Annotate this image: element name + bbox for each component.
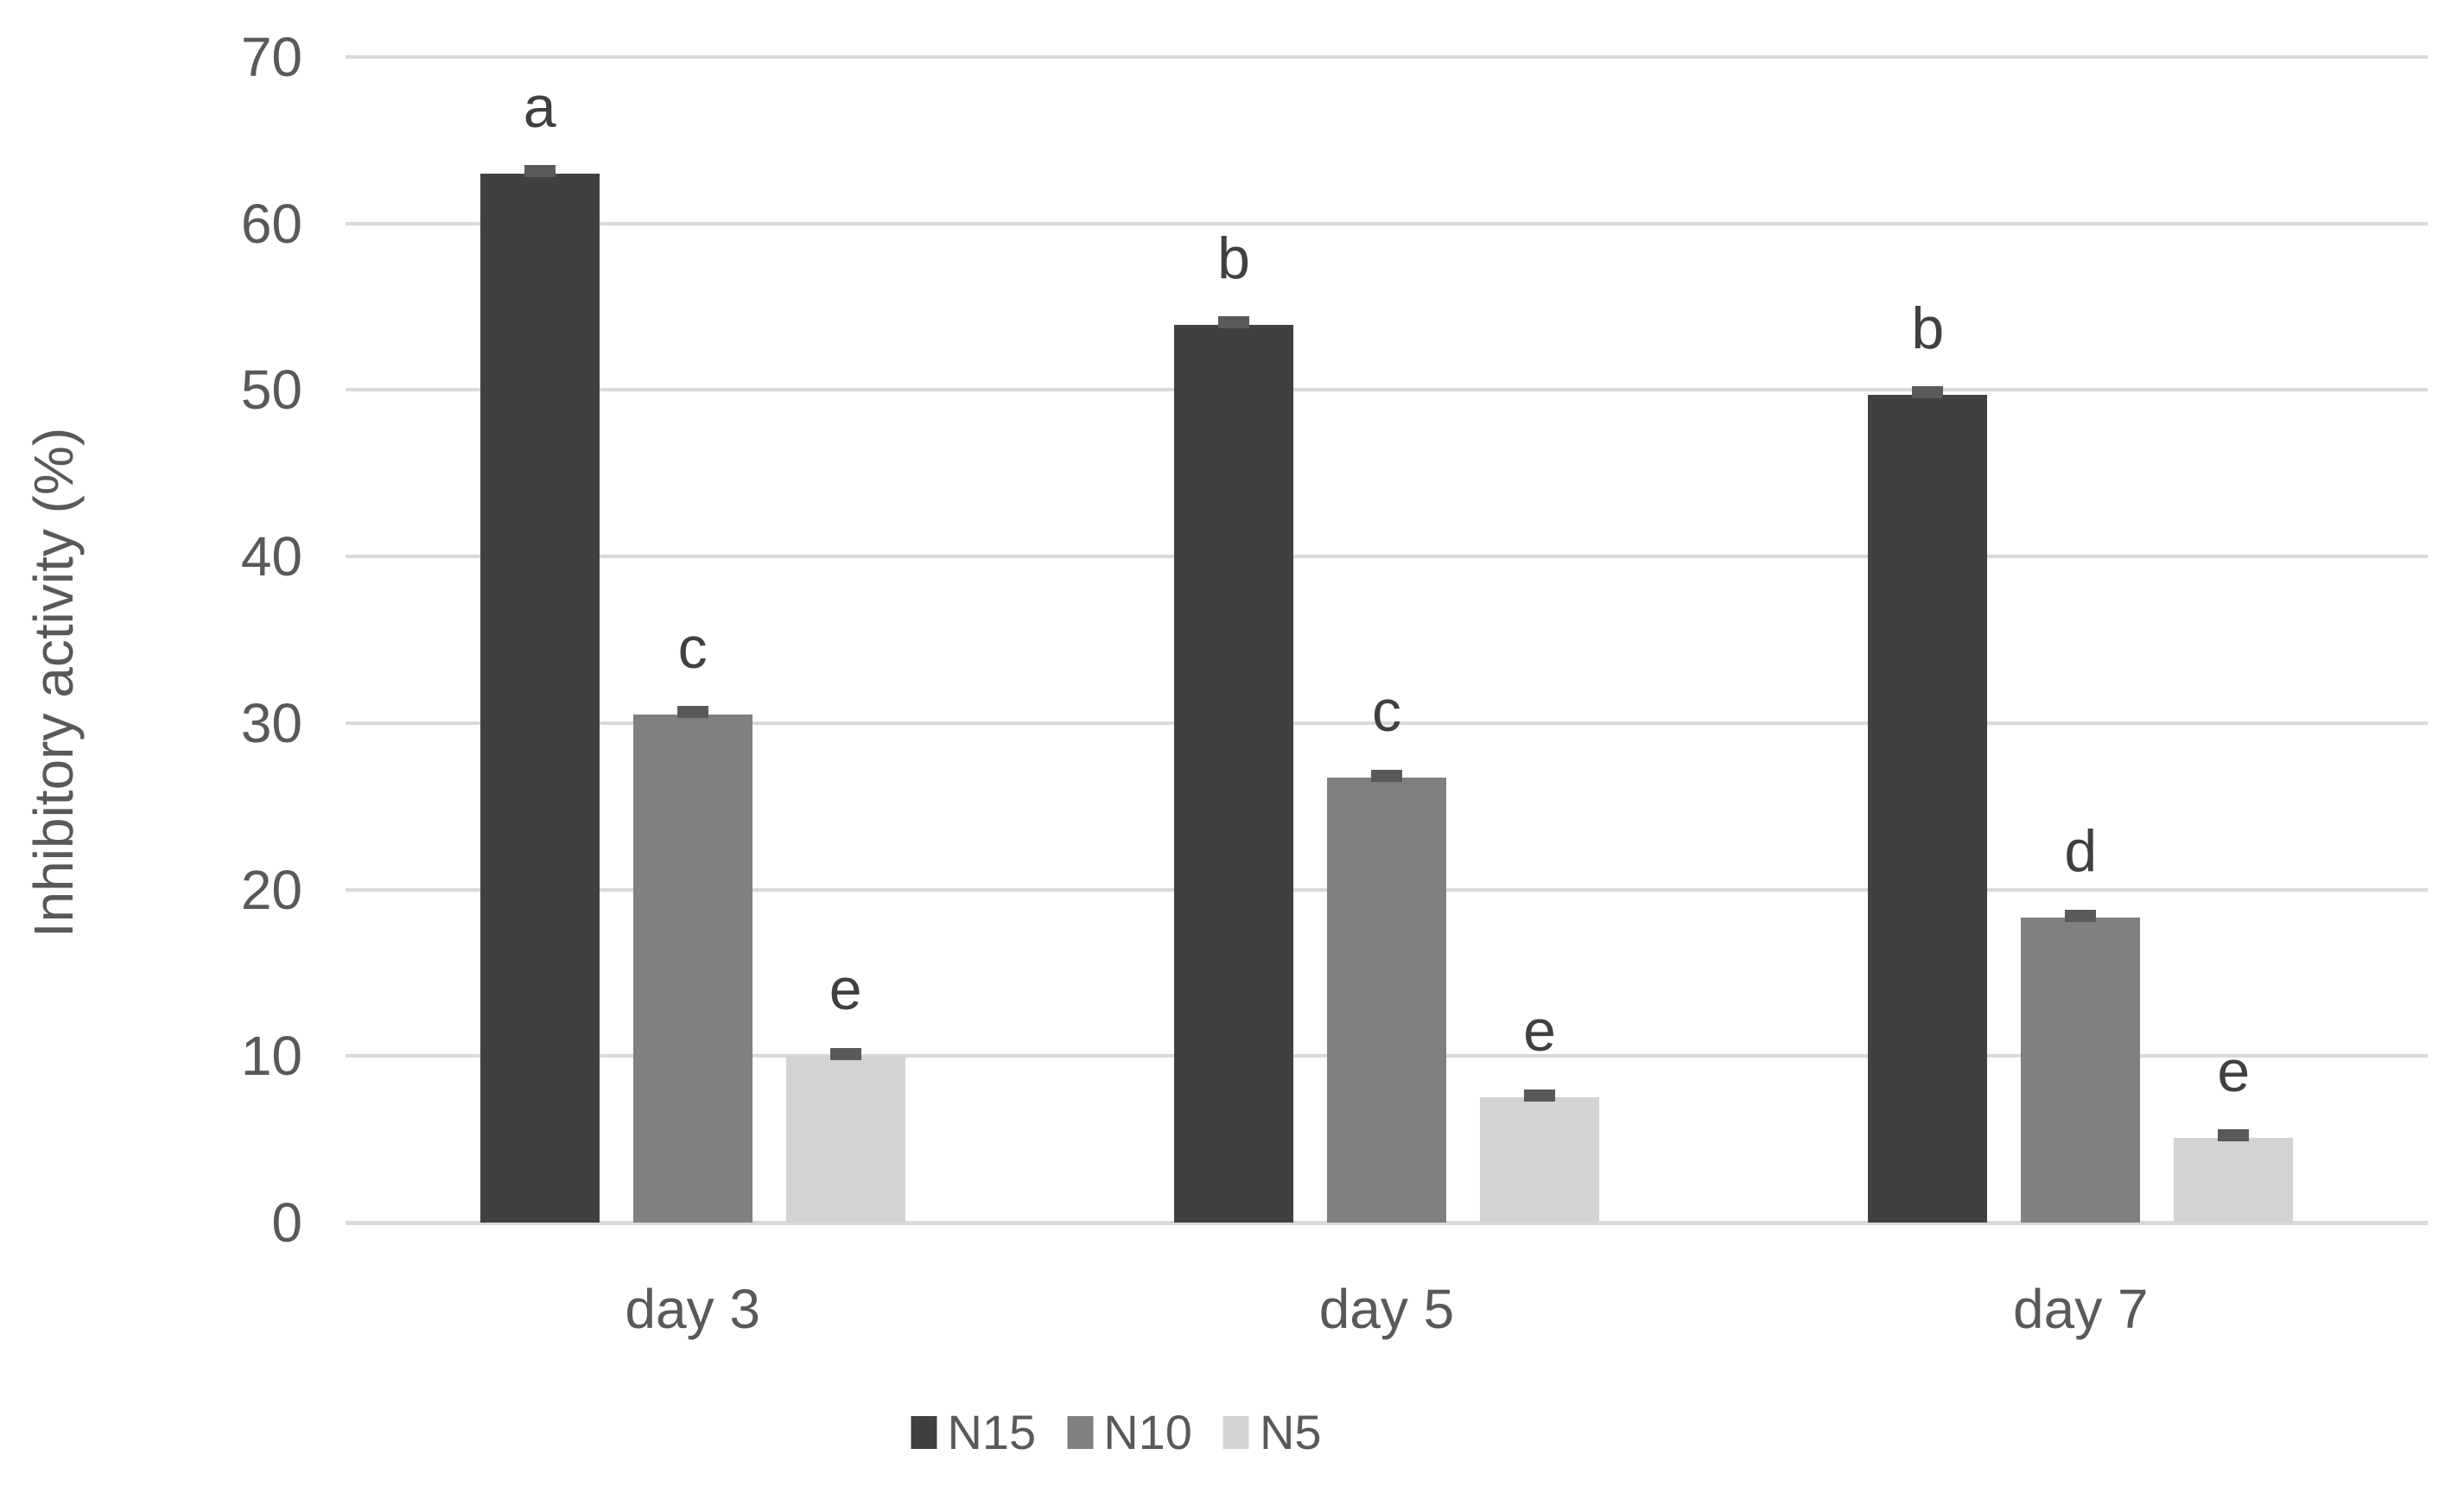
error-bar-n10-day-7 xyxy=(2065,909,2097,922)
legend-item-n5: N5 xyxy=(1222,1405,1322,1459)
sig-letter-n10-day-7: d xyxy=(2064,818,2098,885)
legend-item-n10: N10 xyxy=(1067,1407,1192,1458)
gridline-70 xyxy=(346,55,2428,59)
y-tick-70: 70 xyxy=(240,26,302,88)
bar-n10-day-5 xyxy=(1327,778,1446,1223)
gridline-50 xyxy=(346,388,2428,392)
legend-item-n15: N15 xyxy=(911,1407,1036,1458)
sig-letter-n15-day-5: b xyxy=(1217,226,1250,292)
bar-n15-day-7 xyxy=(1868,395,1988,1223)
sig-letter-n5-day-7: e xyxy=(2217,1038,2251,1104)
sig-letter-n10-day-3: c xyxy=(677,615,708,682)
error-bar-n10-day-5 xyxy=(1371,769,1402,782)
error-bar-n15-day-5 xyxy=(1218,316,1249,329)
legend-marker-n5 xyxy=(1222,1416,1249,1449)
error-bar-n5-day-5 xyxy=(1524,1089,1555,1102)
sig-letter-n10-day-5: c xyxy=(1372,678,1401,745)
bar-n10-day-7 xyxy=(2021,918,2141,1223)
legend-marker-n10 xyxy=(1067,1416,1094,1449)
y-tick-60: 60 xyxy=(240,192,302,255)
x-category-label-day-7: day 7 xyxy=(2013,1278,2149,1340)
bar-n5-day-3 xyxy=(785,1056,905,1223)
y-tick-10: 10 xyxy=(240,1025,302,1088)
sig-letter-n5-day-3: e xyxy=(829,956,862,1023)
error-bar-n15-day-3 xyxy=(524,165,556,178)
x-category-label-day-3: day 3 xyxy=(625,1278,760,1340)
gridline-30 xyxy=(346,721,2428,725)
y-tick-30: 30 xyxy=(240,691,302,754)
legend-marker-n15 xyxy=(911,1416,937,1449)
error-bar-n5-day-3 xyxy=(829,1047,861,1060)
gridline-60 xyxy=(346,221,2428,226)
y-tick-20: 20 xyxy=(240,858,302,921)
y-axis-title: Inhibitory activity (%) xyxy=(22,427,85,938)
sig-letter-n5-day-5: e xyxy=(1523,998,1556,1064)
sig-letter-n15-day-3: a xyxy=(523,73,556,140)
legend: N15 N10 N5 xyxy=(911,1405,1322,1459)
error-bar-n10-day-3 xyxy=(676,706,708,719)
legend-label-n10: N10 xyxy=(1103,1405,1192,1459)
bar-n15-day-5 xyxy=(1174,325,1293,1223)
bar-n15-day-3 xyxy=(479,173,600,1223)
x-category-label-day-5: day 5 xyxy=(1318,1278,1455,1340)
error-bar-n15-day-7 xyxy=(1912,386,1944,399)
bar-n10-day-3 xyxy=(632,715,753,1223)
legend-label-n5: N5 xyxy=(1259,1405,1322,1459)
y-tick-40: 40 xyxy=(240,525,302,588)
error-bar-n5-day-7 xyxy=(2218,1128,2250,1141)
sig-letter-n15-day-7: b xyxy=(1911,295,1945,362)
bar-n5-day-7 xyxy=(2174,1137,2294,1223)
y-tick-0: 0 xyxy=(271,1191,302,1254)
legend-label-n15: N15 xyxy=(947,1405,1037,1459)
bar-n5-day-5 xyxy=(1480,1097,1599,1223)
gridline-40 xyxy=(346,555,2428,559)
axis-baseline xyxy=(346,1221,2428,1225)
y-tick-50: 50 xyxy=(240,359,302,422)
